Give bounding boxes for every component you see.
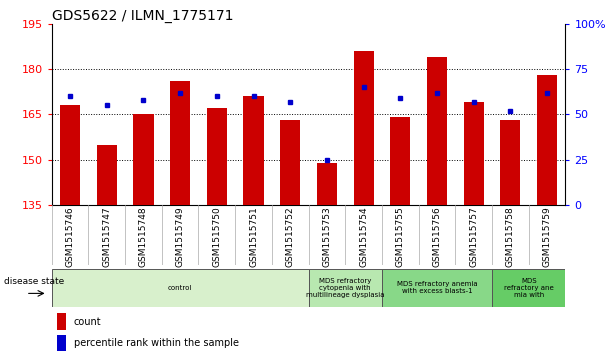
Bar bbox=[52, 269, 308, 307]
Bar bbox=[97, 144, 117, 205]
Bar bbox=[207, 108, 227, 205]
Bar bbox=[57, 335, 66, 351]
Bar bbox=[243, 96, 264, 205]
Text: GSM1515757: GSM1515757 bbox=[469, 206, 478, 267]
Bar bbox=[170, 81, 190, 205]
Bar bbox=[427, 57, 447, 205]
Bar bbox=[308, 269, 382, 307]
Text: MDS refractory anemia
with excess blasts-1: MDS refractory anemia with excess blasts… bbox=[396, 281, 477, 294]
Bar bbox=[390, 117, 410, 205]
Text: count: count bbox=[74, 317, 102, 327]
Text: control: control bbox=[168, 285, 192, 291]
Bar bbox=[60, 105, 80, 205]
Bar bbox=[57, 313, 66, 330]
Text: GSM1515759: GSM1515759 bbox=[542, 206, 551, 267]
Bar bbox=[464, 102, 484, 205]
Text: MDS
refractory ane
mia with: MDS refractory ane mia with bbox=[504, 278, 554, 298]
Bar bbox=[500, 121, 520, 205]
Text: GSM1515756: GSM1515756 bbox=[432, 206, 441, 267]
Text: GSM1515751: GSM1515751 bbox=[249, 206, 258, 267]
Bar bbox=[133, 114, 153, 205]
Text: GSM1515758: GSM1515758 bbox=[506, 206, 515, 267]
Bar bbox=[353, 51, 374, 205]
Text: GSM1515750: GSM1515750 bbox=[212, 206, 221, 267]
Text: GSM1515747: GSM1515747 bbox=[102, 206, 111, 267]
Text: disease state: disease state bbox=[4, 277, 64, 286]
Text: percentile rank within the sample: percentile rank within the sample bbox=[74, 338, 239, 348]
Text: GSM1515749: GSM1515749 bbox=[176, 206, 185, 267]
Text: GSM1515752: GSM1515752 bbox=[286, 206, 295, 267]
Text: GSM1515755: GSM1515755 bbox=[396, 206, 405, 267]
Bar bbox=[492, 269, 565, 307]
Bar bbox=[280, 121, 300, 205]
Bar bbox=[382, 269, 492, 307]
Bar bbox=[537, 75, 557, 205]
Text: GSM1515753: GSM1515753 bbox=[322, 206, 331, 267]
Text: GSM1515746: GSM1515746 bbox=[66, 206, 75, 267]
Bar bbox=[317, 163, 337, 205]
Text: GSM1515754: GSM1515754 bbox=[359, 206, 368, 267]
Text: GSM1515748: GSM1515748 bbox=[139, 206, 148, 267]
Text: GDS5622 / ILMN_1775171: GDS5622 / ILMN_1775171 bbox=[52, 9, 233, 23]
Text: MDS refractory
cytopenia with
multilineage dysplasia: MDS refractory cytopenia with multilinea… bbox=[306, 278, 384, 298]
